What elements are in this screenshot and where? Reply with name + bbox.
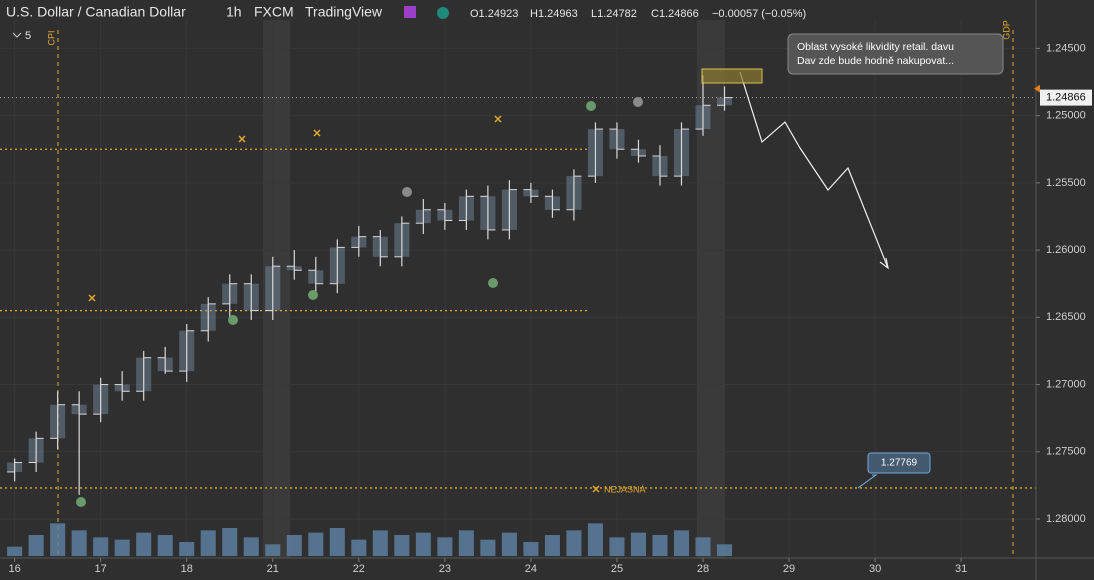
liquidity-zone [701,68,763,84]
volume-bar [716,544,733,556]
volume-bar [673,530,690,556]
volume-bar [222,528,238,556]
volume-bar [308,532,324,556]
y-tick-label: 1.25500 [1046,177,1086,189]
volume-bar [695,537,711,556]
collapse-icon[interactable] [12,32,22,38]
projection-arrow [739,71,889,269]
x-tick-label: 25 [611,563,623,575]
volume-bar [501,532,517,556]
x-tick-label: 16 [9,563,21,575]
volume-bar [286,535,302,556]
volume-bar [630,532,646,556]
ohlc-low: L1.24782 [591,8,637,20]
volume-bar [652,535,668,556]
ohlc-open: O1.24923 [470,8,518,20]
x-tick-label: 30 [869,563,881,575]
x-tick-label: 31 [955,563,967,575]
signal [76,497,86,507]
session-shade [697,20,725,558]
volume-bar [50,523,66,556]
y-tick-label: 1.26500 [1046,311,1086,323]
platform: TradingView [305,4,383,20]
volume-bar [523,542,539,556]
volume-bar [7,546,23,556]
annotation: NEJASNÁ [604,484,646,494]
y-tick-label: 1.25000 [1046,110,1086,122]
volume-bar [136,532,152,556]
volume-bar [351,539,367,556]
volume-bar [265,544,281,556]
flag-icon[interactable] [404,6,416,18]
source: FXCM [254,4,294,20]
x-tick-label: 22 [353,563,365,575]
signal [308,290,318,300]
ohlc-high: H1.24963 [530,8,578,20]
ohlc-change: −0.00057 (−0.05%) [712,8,806,20]
markers [88,115,502,302]
plot: 1.27769 [0,75,1036,556]
note-text: Oblast vysoké likvidity retail. davu [797,41,954,53]
x-tick-label: 23 [439,563,451,575]
signals [76,97,643,507]
symbol: U.S. Dollar / Canadian Dollar [6,4,186,20]
event-label: GDP [1001,20,1011,40]
x-marker [592,485,600,493]
volume-bar [566,530,582,556]
y-tick-label: 1.24500 [1046,42,1086,54]
volume-bar [71,530,87,556]
interval: 1h [226,4,242,20]
volume-bar [480,539,496,556]
arrow-head [879,257,889,270]
volume-bar [587,523,603,556]
session-shade [263,20,290,558]
volume-bar [243,537,259,556]
volume-bar [372,530,388,556]
x-tick-label: 28 [697,563,709,575]
y-tick-label: 1.27500 [1046,446,1086,458]
x-tick-label: 21 [267,563,279,575]
last-price-label: 1.24866 [1046,92,1086,104]
note-text: Dav zde bude hodně nakupovat... [797,55,954,67]
volume-bar [329,528,345,556]
last-price-tag [1040,89,1092,106]
volume-bar [458,530,474,556]
signal [633,97,643,107]
x-tick-label: 17 [95,563,107,575]
y-tick-label: 1.26000 [1046,244,1086,256]
volume-bar [609,537,625,556]
x-marker [88,115,502,302]
event-label: CPI [46,30,56,45]
ohlc-close: C1.24866 [651,8,699,20]
volume-bar [200,530,216,556]
volume-bar [28,535,44,556]
volume-bar [394,535,410,556]
volume-bar [179,542,195,556]
x-tick-label: 24 [525,563,537,575]
indicator-count[interactable]: 5 [25,30,31,42]
signal [488,278,498,288]
signal [586,101,596,111]
callout-pointer [857,474,878,489]
note-box [787,33,1004,75]
signal [402,187,412,197]
x-tick-label: 18 [181,563,193,575]
volume-bar [114,539,130,556]
last-price-arrow [1034,84,1040,93]
volume-bar [157,535,173,556]
y-tick-label: 1.28000 [1046,513,1086,525]
status-icon [437,7,449,19]
callout-box [867,452,931,474]
volume-bar [544,535,560,556]
volume-bar [437,537,453,556]
signal [228,315,238,325]
volume-bar [93,537,109,556]
header: U.S. Dollar / Canadian Dollar 1h FXCM Tr… [6,4,806,42]
y-tick-label: 1.27000 [1046,378,1086,390]
x-tick-label: 29 [783,563,795,575]
callout-label: 1.27769 [881,458,918,469]
volume-bar [415,532,431,556]
